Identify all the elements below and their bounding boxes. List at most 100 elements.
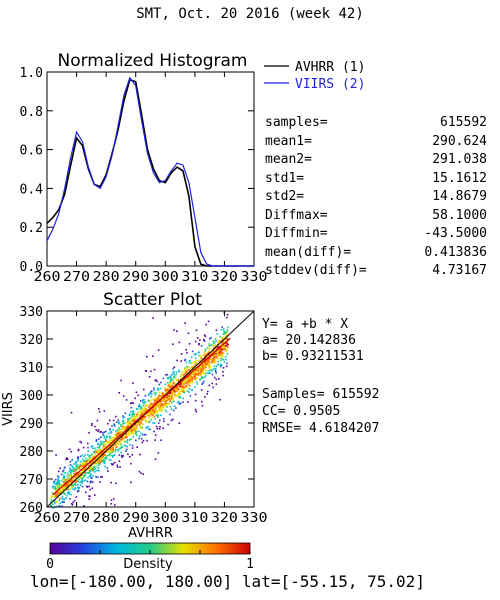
density-point <box>165 390 168 393</box>
density-point <box>136 431 138 433</box>
density-point <box>182 385 184 387</box>
density-point <box>180 360 182 362</box>
density-point <box>89 470 92 472</box>
density-point <box>92 475 94 477</box>
density-point <box>154 434 157 436</box>
density-point <box>62 488 64 490</box>
density-point <box>194 363 196 366</box>
density-point <box>182 374 185 376</box>
scatter-y-tick-label: 300 <box>20 389 43 404</box>
density-point <box>76 456 79 459</box>
density-point <box>144 420 147 423</box>
density-point <box>173 395 176 398</box>
density-point <box>143 399 145 401</box>
density-point <box>104 465 106 468</box>
density-point <box>89 488 91 491</box>
density-point <box>62 481 64 483</box>
density-point <box>57 478 59 480</box>
density-point <box>132 411 135 413</box>
density-point <box>188 388 191 390</box>
density-point <box>204 369 206 372</box>
density-point <box>87 476 89 479</box>
density-point <box>213 376 216 379</box>
density-point <box>64 479 67 481</box>
density-point <box>91 468 93 471</box>
density-point <box>67 482 69 484</box>
density-point <box>180 375 182 377</box>
density-point <box>157 398 160 401</box>
density-point <box>56 494 59 496</box>
density-point <box>208 344 210 347</box>
density-point <box>207 360 209 363</box>
density-point <box>163 420 165 423</box>
density-point <box>225 331 227 334</box>
density-point <box>64 471 66 474</box>
density-point <box>76 475 78 478</box>
density-point <box>67 491 70 494</box>
density-point <box>170 408 173 411</box>
density-point <box>93 471 96 473</box>
density-point <box>97 442 99 445</box>
density-point <box>223 348 226 350</box>
density-point <box>58 499 61 502</box>
density-point <box>120 443 122 446</box>
density-point <box>214 370 217 373</box>
histogram-x-tick-label: 320 <box>211 270 238 285</box>
density-point <box>215 378 218 381</box>
density-point <box>60 484 63 486</box>
density-point <box>158 401 161 403</box>
density-point <box>79 455 82 458</box>
regression-equation: Y= a +b * X <box>262 317 349 332</box>
density-point <box>89 467 92 469</box>
density-point <box>66 475 69 478</box>
density-point <box>166 406 168 408</box>
density-point <box>222 374 224 377</box>
density-point <box>205 372 207 374</box>
density-point <box>77 486 79 488</box>
density-point <box>178 341 181 344</box>
density-point <box>219 352 222 355</box>
density-point <box>188 375 191 378</box>
density-point <box>222 358 224 361</box>
density-point <box>204 355 206 357</box>
density-point <box>127 426 129 428</box>
stat-label: std2= <box>265 189 305 204</box>
density-point <box>223 331 226 334</box>
density-point <box>123 428 126 431</box>
density-point <box>180 383 182 385</box>
density-point <box>165 399 167 402</box>
density-point <box>132 430 134 433</box>
density-point <box>81 463 84 465</box>
density-point <box>175 371 178 373</box>
density-point <box>100 476 102 478</box>
density-point <box>99 431 101 433</box>
density-point <box>91 422 93 425</box>
density-point <box>111 425 113 427</box>
density-point <box>173 409 175 412</box>
density-point <box>69 487 72 490</box>
density-point <box>149 391 152 393</box>
density-point <box>199 366 201 369</box>
density-point <box>66 492 69 495</box>
density-point <box>153 422 156 424</box>
density-point <box>160 381 162 384</box>
density-point <box>55 495 58 498</box>
density-point <box>82 446 85 449</box>
regression-b: b= 0.93211531 <box>262 349 364 364</box>
page-title: SMT, Oct. 20 2016 (week 42) <box>136 6 364 22</box>
density-point <box>70 450 73 453</box>
density-point <box>220 328 223 331</box>
density-point <box>227 343 229 346</box>
density-point <box>89 462 92 465</box>
density-point <box>214 369 217 372</box>
scatter-y-tick-label: 290 <box>20 417 43 432</box>
density-point <box>126 445 128 448</box>
density-point <box>194 372 197 375</box>
density-point <box>132 429 134 431</box>
density-point <box>208 346 211 349</box>
density-point <box>173 377 175 379</box>
density-point <box>118 427 120 429</box>
density-point <box>223 328 225 330</box>
density-point <box>70 411 73 414</box>
density-point <box>143 417 145 420</box>
